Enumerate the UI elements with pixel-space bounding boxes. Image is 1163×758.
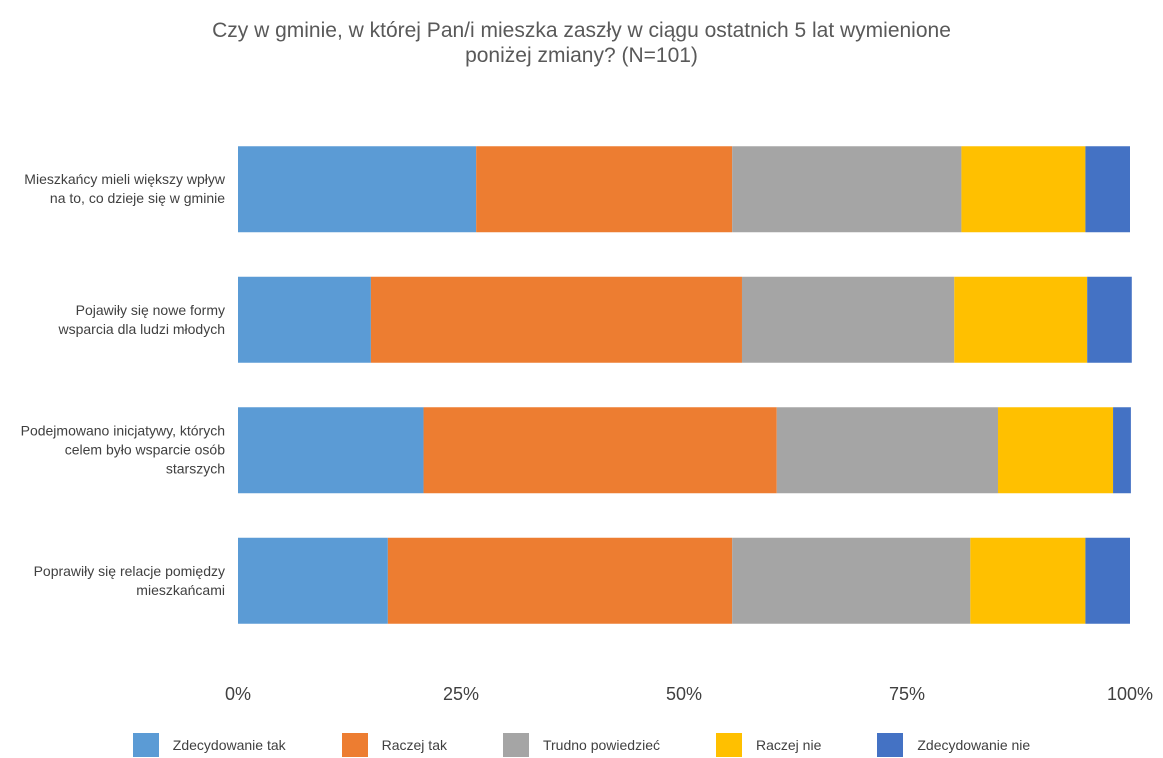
bar-segment [238,407,424,494]
bar-segment [954,276,1088,363]
legend-label: Zdecydowanie tak [172,737,286,753]
legend-swatch [341,733,368,757]
bar-segment [970,537,1086,624]
bar-segment [776,407,998,494]
bar-segment [1085,537,1130,624]
chart-title-wrap: Czy w gminie, w której Pan/i mieszka zas… [0,18,1163,68]
legend-label: Raczej tak [381,737,447,753]
category-label: Podejmowano inicjatywy, których celem by… [20,422,225,477]
bar-segment [997,407,1114,494]
category-label: Pojawiły się nowe formy wsparcia dla lud… [58,301,225,337]
category-label: Mieszkańcy mieli większy wpływ na to, co… [24,171,225,207]
legend-item: Trudno powiedzieć [502,733,660,757]
bar-segment [732,537,971,624]
legend-swatch [502,733,529,757]
bar-segment [741,276,955,363]
x-tick-label: 75% [889,684,925,704]
legend: Zdecydowanie tak Raczej tak Trudno powiedz… [0,733,1163,757]
legend-item: Raczej nie [715,733,822,757]
bar-segment [238,537,388,624]
legend-swatch [715,733,742,757]
bar-segment [423,407,777,494]
x-tick-label: 0% [225,684,251,704]
bar-segment [961,146,1086,233]
bar-segment [1087,276,1132,363]
bar-segment [1085,146,1130,233]
bar-segment [476,146,733,233]
legend-item: Raczej tak [341,733,447,757]
bar-segment [370,276,742,363]
x-tick-label: 25% [443,684,479,704]
chart-title: Czy w gminie, w której Pan/i mieszka zas… [212,19,951,67]
x-tick-label: 100% [1107,684,1153,704]
legend-label: Zdecydowanie nie [917,737,1031,753]
legend-item: Zdecydowanie tak [132,733,286,757]
bar-segment [1113,407,1131,494]
legend-swatch [877,733,904,757]
bar-segment [732,146,962,233]
legend-label: Trudno powiedzieć [542,737,660,753]
bar-segment [387,537,733,624]
x-tick-label: 50% [666,684,702,704]
bar-segment [238,276,371,363]
bar-segment [238,146,477,233]
legend-item: Zdecydowanie nie [877,733,1030,757]
legend-swatch [132,733,159,757]
legend-label: Raczej nie [755,737,822,753]
category-label: Poprawiły się relacje pomiędzy mieszkańc… [33,562,225,598]
